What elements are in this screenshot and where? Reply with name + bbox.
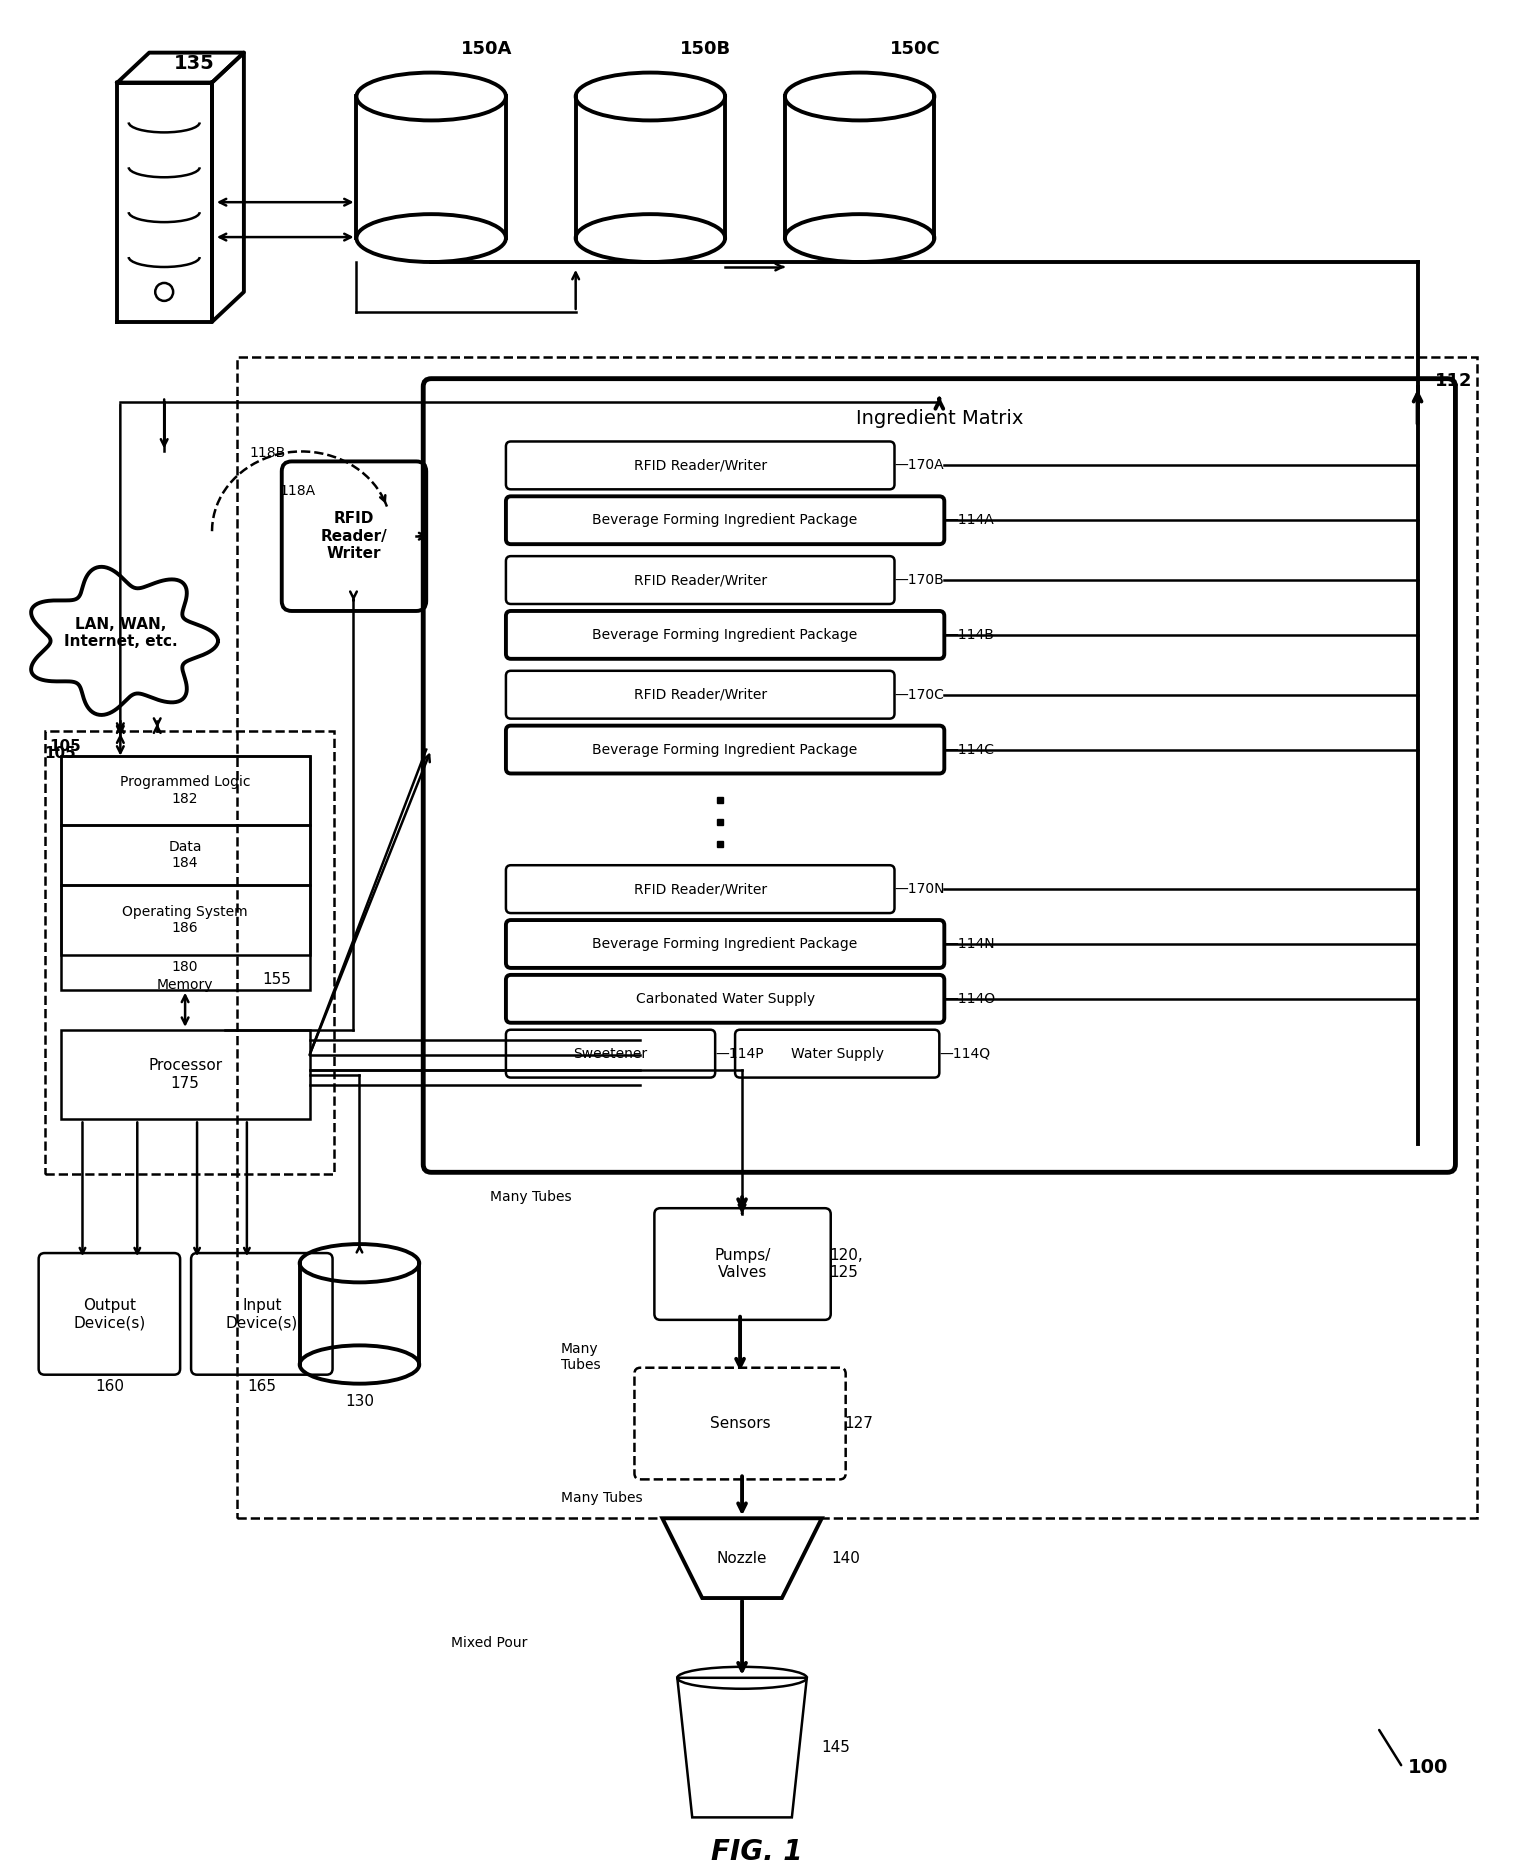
Text: RFID
Reader/
Writer: RFID Reader/ Writer: [321, 512, 388, 561]
Text: 160: 160: [95, 1378, 124, 1393]
Text: 105: 105: [44, 746, 76, 761]
Text: Beverage Forming Ingredient Package: Beverage Forming Ingredient Package: [592, 628, 858, 641]
Text: —170A: —170A: [895, 458, 945, 472]
Bar: [61, 756, 310, 990]
Bar: [61, 1029, 310, 1119]
Text: FIG. 1: FIG. 1: [712, 1838, 802, 1866]
Text: Many Tubes: Many Tubes: [560, 1491, 642, 1506]
Text: 150C: 150C: [890, 39, 940, 58]
Text: Memory: Memory: [157, 979, 213, 992]
Text: RFID Reader/Writer: RFID Reader/Writer: [634, 881, 766, 896]
Text: RFID Reader/Writer: RFID Reader/Writer: [634, 458, 766, 472]
Text: 118A: 118A: [280, 484, 316, 499]
Text: Programmed Logic
182: Programmed Logic 182: [120, 776, 250, 806]
Text: Many
Tubes: Many Tubes: [560, 1342, 601, 1372]
Text: Beverage Forming Ingredient Package: Beverage Forming Ingredient Package: [592, 514, 858, 527]
Text: Output
Device(s): Output Device(s): [73, 1298, 145, 1329]
Text: —114Q: —114Q: [939, 1046, 990, 1061]
Text: Many Tubes: Many Tubes: [491, 1191, 572, 1204]
Bar: [44, 731, 333, 1174]
Text: 145: 145: [822, 1740, 851, 1755]
Text: 105: 105: [50, 739, 82, 754]
Text: —170C: —170C: [895, 688, 945, 701]
Text: Ingredient Matrix: Ingredient Matrix: [855, 409, 1023, 428]
Text: —170B: —170B: [895, 574, 945, 587]
Text: Beverage Forming Ingredient Package: Beverage Forming Ingredient Package: [592, 938, 858, 951]
Text: 120,
125: 120, 125: [830, 1249, 863, 1281]
Bar: [61, 825, 310, 885]
Text: Sensors: Sensors: [710, 1416, 771, 1431]
Text: Beverage Forming Ingredient Package: Beverage Forming Ingredient Package: [592, 742, 858, 756]
Text: 127: 127: [845, 1416, 874, 1431]
Text: Nozzle: Nozzle: [716, 1551, 768, 1566]
Text: Operating System
186: Operating System 186: [123, 906, 248, 936]
Text: 135: 135: [174, 54, 215, 73]
Text: Data
184: Data 184: [168, 840, 201, 870]
Text: Pumps/
Valves: Pumps/ Valves: [715, 1249, 771, 1281]
Text: 165: 165: [247, 1378, 277, 1393]
Text: RFID Reader/Writer: RFID Reader/Writer: [634, 574, 766, 587]
Text: —114O: —114O: [945, 992, 995, 1005]
Bar: [61, 885, 310, 954]
Text: Sweetener: Sweetener: [574, 1046, 648, 1061]
Text: LAN, WAN,
Internet, etc.: LAN, WAN, Internet, etc.: [64, 617, 177, 649]
Text: —114A: —114A: [945, 514, 995, 527]
Text: Mixed Pour: Mixed Pour: [451, 1635, 527, 1650]
Text: 155: 155: [262, 973, 291, 988]
Text: Processor
175: Processor 175: [148, 1058, 223, 1091]
Bar: [61, 756, 310, 825]
Text: —170N: —170N: [895, 881, 945, 896]
Bar: [236, 356, 1478, 1519]
Text: —114C: —114C: [945, 742, 995, 756]
Text: 180: 180: [173, 960, 198, 973]
Text: RFID Reader/Writer: RFID Reader/Writer: [634, 688, 766, 701]
Text: 100: 100: [1408, 1759, 1447, 1778]
Text: —114P: —114P: [715, 1046, 763, 1061]
Text: 118B: 118B: [250, 446, 286, 461]
Text: —114B: —114B: [945, 628, 995, 641]
Text: 140: 140: [831, 1551, 860, 1566]
Text: Carbonated Water Supply: Carbonated Water Supply: [636, 992, 815, 1005]
Text: 112: 112: [1435, 371, 1473, 390]
Text: 150B: 150B: [680, 39, 731, 58]
Text: Input
Device(s): Input Device(s): [226, 1298, 298, 1329]
Text: 130: 130: [345, 1393, 374, 1408]
Text: —114N: —114N: [945, 938, 995, 951]
Text: Water Supply: Water Supply: [790, 1046, 884, 1061]
Text: 150A: 150A: [462, 39, 512, 58]
